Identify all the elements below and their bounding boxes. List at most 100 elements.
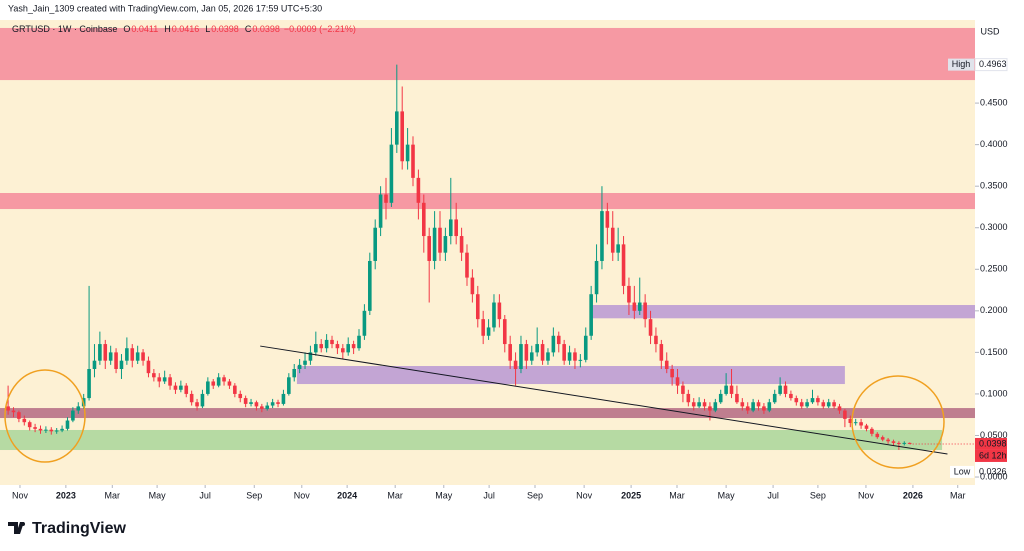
- high-value: 0.4963: [979, 59, 1007, 69]
- candle-body: [125, 348, 129, 361]
- y-tick-label: 0.3000: [980, 222, 1008, 232]
- legend-value: 0.0416: [172, 24, 200, 34]
- legend-key: L: [205, 24, 210, 34]
- candle-body: [168, 377, 172, 386]
- candle-body: [578, 359, 583, 361]
- candle-body: [735, 393, 739, 403]
- candle-body: [524, 344, 529, 361]
- candle-body: [6, 406, 10, 411]
- candle-body: [238, 393, 243, 399]
- candle-body: [513, 360, 518, 369]
- candle-body: [11, 410, 16, 413]
- zone: [0, 429, 943, 451]
- legend-value: 0.0411: [131, 24, 158, 34]
- candle-body: [368, 260, 372, 311]
- last-price: 0.0398: [979, 438, 1007, 448]
- candle-body: [189, 393, 194, 403]
- x-tick-label: Jul: [199, 490, 211, 500]
- candle-body: [816, 398, 820, 403]
- candle-body: [341, 348, 345, 353]
- candle-body: [697, 402, 701, 407]
- y-tick-label: 0.0500: [980, 430, 1008, 440]
- overlay: High 0.4963 Low 0.0326 0.0398 6d 12h: [260, 58, 1008, 478]
- candle-body: [119, 360, 124, 369]
- candle-body: [492, 302, 496, 328]
- candle-body: [281, 393, 286, 404]
- candle-body: [643, 302, 647, 320]
- candle-body: [540, 344, 545, 361]
- candle-body: [486, 327, 491, 336]
- x-tick-label: Sep: [527, 490, 543, 500]
- x-tick-label: Nov: [858, 490, 875, 500]
- x-tick-label: Nov: [576, 490, 593, 500]
- candle-body: [454, 219, 458, 237]
- zone: [0, 193, 975, 210]
- legend-key: O: [123, 24, 130, 34]
- candle-body: [98, 344, 102, 361]
- candle-body: [664, 360, 669, 369]
- highlight-circle: [851, 375, 945, 469]
- candle-body: [767, 402, 772, 411]
- candle-body: [76, 406, 81, 411]
- candle-body: [38, 428, 43, 431]
- y-tick-label: 0.4500: [980, 97, 1008, 107]
- candle-body: [222, 377, 226, 382]
- candle-body: [200, 393, 205, 407]
- candle-body: [756, 402, 761, 407]
- candle-body: [610, 227, 615, 253]
- candle-body: [330, 339, 334, 345]
- candle-body: [362, 310, 367, 336]
- candle-body: [627, 285, 631, 303]
- candle-body: [637, 302, 642, 311]
- high-tag-bg: [948, 58, 974, 71]
- legend-value: 0.0398: [211, 24, 239, 34]
- candle-body: [233, 385, 237, 394]
- candles: [6, 64, 912, 450]
- x-tick-label: 2024: [337, 490, 357, 500]
- candle-body: [308, 352, 313, 361]
- candle-body: [864, 425, 869, 429]
- candle-body: [897, 442, 901, 444]
- candle-body: [778, 385, 782, 394]
- zone: [296, 366, 845, 385]
- candle-body: [783, 385, 788, 394]
- candle-body: [17, 412, 21, 419]
- candle-body: [195, 402, 199, 407]
- candle-body: [902, 442, 907, 444]
- candle-body: [772, 393, 777, 403]
- candle-body: [378, 194, 383, 228]
- candle-body: [562, 344, 566, 361]
- candle-body: [799, 402, 804, 407]
- legend: GRTUSD · 1W · Coinbase O0.0411 H0.0416 L0.0…: [12, 24, 356, 34]
- candle-body: [475, 294, 480, 320]
- candle-body: [292, 368, 297, 378]
- candle-body: [324, 339, 329, 349]
- x-tick-label: Mar: [669, 490, 685, 500]
- candle-body: [805, 402, 809, 407]
- candle-body: [335, 344, 340, 349]
- candle-body: [859, 422, 863, 426]
- candle-body: [432, 227, 437, 261]
- candle-body: [519, 344, 523, 369]
- candle-body: [54, 430, 59, 432]
- candle-body: [60, 428, 64, 431]
- candle-body: [616, 244, 620, 253]
- candle-body: [276, 402, 280, 404]
- candle-body: [314, 344, 318, 353]
- candle-body: [632, 302, 637, 311]
- candle-body: [589, 294, 593, 336]
- countdown-bg: [975, 449, 1007, 462]
- x-tick-label: Sep: [810, 490, 826, 500]
- x-tick-label: 2025: [621, 490, 641, 500]
- candle-body: [740, 402, 745, 407]
- candle-body: [724, 385, 728, 394]
- candle-body: [745, 406, 750, 411]
- candle-body: [71, 410, 75, 421]
- x-tick-label: Sep: [246, 490, 262, 500]
- logo: TradingView: [8, 520, 127, 537]
- candle-body: [206, 381, 210, 394]
- y-tick-label: 0.2500: [980, 264, 1008, 274]
- logo-icon: [8, 522, 24, 534]
- candle-body: [648, 319, 653, 336]
